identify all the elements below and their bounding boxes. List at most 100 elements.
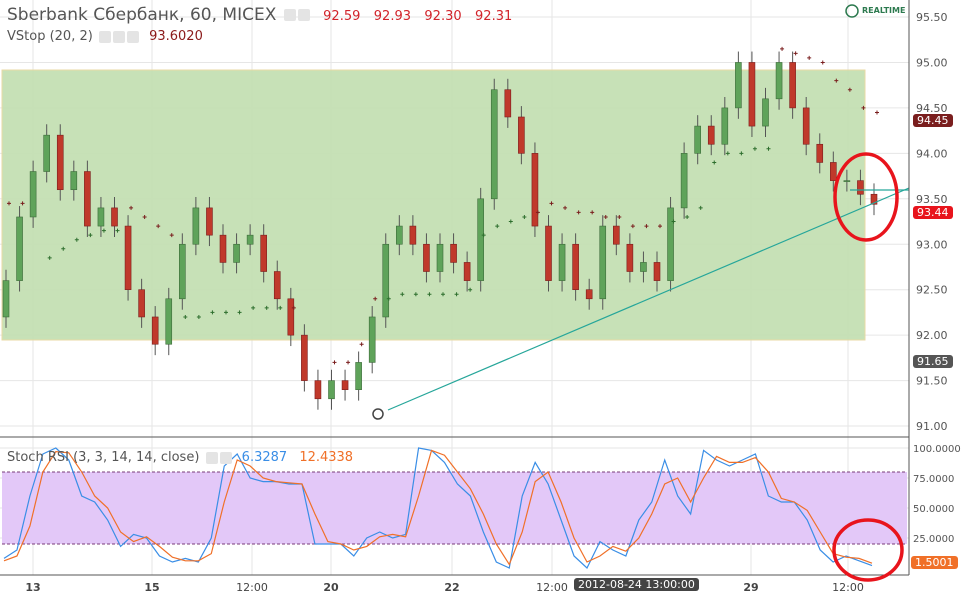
vstop-dot	[563, 205, 568, 210]
vstop-dot	[413, 292, 418, 297]
vstop-dot	[7, 201, 11, 206]
vstop-dot	[752, 146, 757, 151]
candle-up	[396, 225, 403, 245]
vstop-dot	[20, 201, 25, 206]
vstop-dot	[210, 310, 215, 315]
vstop-dot	[739, 151, 744, 156]
vstop-dot	[780, 46, 785, 51]
price-tick-label: 95.00	[916, 56, 948, 69]
candle-down	[273, 271, 281, 300]
eye-icon[interactable]	[98, 30, 111, 43]
vstop-dot	[278, 305, 283, 310]
vstop-dot	[549, 201, 554, 206]
vstop-dot	[725, 151, 730, 156]
candle-up	[97, 207, 105, 227]
vstop-dot	[671, 219, 676, 224]
eye-icon[interactable]	[283, 9, 296, 21]
candle-down	[423, 243, 430, 272]
candle-up	[640, 262, 647, 272]
candle-down	[450, 243, 457, 263]
vstop-dot	[359, 342, 364, 347]
price-tag-last: 93.44	[913, 206, 953, 219]
symbol-title: Sberbank Сбербанк, 60, MICEX	[7, 5, 277, 25]
vstop-dot	[427, 292, 432, 297]
gear-icon[interactable]	[112, 30, 125, 43]
vstop-dot	[522, 214, 527, 219]
annotation-ellipse-price[interactable]	[833, 152, 899, 242]
symbol-legend: Sberbank Сбербанк, 60, MICEX 92.59 92.93…	[7, 5, 512, 25]
stoch-tag: 1.5001	[911, 556, 958, 569]
price-tick-label: 93.00	[916, 238, 948, 251]
time-tick-label: 12:00	[832, 581, 864, 594]
stoch-tick-label: 25.0000	[913, 534, 954, 545]
vstop-label: VStop (20, 2)	[7, 29, 93, 44]
vstop-dot	[454, 292, 459, 297]
close-icon[interactable]	[126, 30, 139, 43]
price-tag-high: 94.45	[913, 114, 953, 127]
price-tick-label: 94.00	[916, 147, 948, 160]
candle-down	[585, 289, 593, 300]
stoch-band	[2, 472, 907, 544]
vstop-dot	[332, 360, 337, 365]
vstop-dot	[766, 146, 771, 151]
high-value: 92.93	[373, 9, 411, 24]
candle-down	[287, 298, 295, 336]
candles	[2, 51, 878, 410]
gear-icon[interactable]	[219, 451, 232, 464]
candle-up	[246, 234, 254, 245]
open-value: 92.59	[323, 9, 361, 24]
vstop-dot	[508, 219, 513, 224]
price-tick-label: 94.50	[916, 102, 948, 115]
candle-up	[165, 298, 173, 345]
price-tag-low: 91.65	[913, 355, 953, 368]
candle-down	[314, 380, 322, 400]
vstop-dot	[603, 214, 608, 219]
price-tick-label: 93.50	[916, 193, 948, 206]
price-tick-label: 91.00	[916, 420, 948, 433]
stoch-k-line	[3, 447, 873, 569]
vstop-dot	[264, 305, 269, 310]
candle-down	[341, 380, 349, 390]
annotation-ellipse-stoch[interactable]	[832, 518, 904, 582]
candle-down	[219, 234, 227, 263]
vstop-dot	[441, 292, 445, 297]
candle-up	[477, 198, 484, 281]
candle-up	[29, 171, 37, 218]
candle-up	[558, 243, 566, 281]
trend-anchor[interactable]	[372, 408, 384, 420]
vstop-dot	[237, 310, 242, 315]
candle-up	[233, 243, 240, 263]
vstop-dot	[468, 287, 473, 292]
candle-down	[504, 89, 512, 118]
price-axis[interactable]: 95.50 95.00 94.50 94.00 93.50 93.00 92.50 92.00…	[913, 11, 961, 545]
vstop-dot	[658, 224, 662, 229]
candle-up	[436, 243, 444, 272]
candle-up	[179, 243, 186, 300]
candle-up	[680, 153, 688, 209]
candle-down	[572, 243, 579, 291]
candle-up	[762, 98, 769, 127]
vstop-dot	[807, 55, 812, 60]
gear-icon[interactable]	[297, 9, 310, 21]
vstop-dot	[386, 296, 391, 301]
realtime-label[interactable]: REALTIME	[862, 6, 906, 15]
eye-icon[interactable]	[205, 451, 218, 464]
range-box[interactable]	[1, 69, 866, 341]
candle-up	[843, 180, 851, 182]
stoch-k-value: 6.3287	[241, 450, 288, 465]
time-tick-label: 15	[144, 581, 159, 594]
vstop-dot	[88, 233, 93, 238]
candle-up	[694, 125, 701, 154]
trend-line[interactable]	[387, 187, 910, 411]
time-tick-label: 20	[323, 581, 339, 594]
candle-down	[707, 125, 715, 145]
candle-up	[43, 134, 50, 172]
candle-up	[667, 207, 674, 281]
candle-down	[802, 107, 810, 145]
vstop-dot	[793, 51, 798, 56]
stoch-d-value: 12.4338	[299, 450, 354, 465]
vstop-dot	[495, 224, 500, 229]
candle-down	[545, 225, 552, 281]
time-axis[interactable]: 13 15 12:00 20 22 12:00 29 12:00	[25, 581, 864, 594]
